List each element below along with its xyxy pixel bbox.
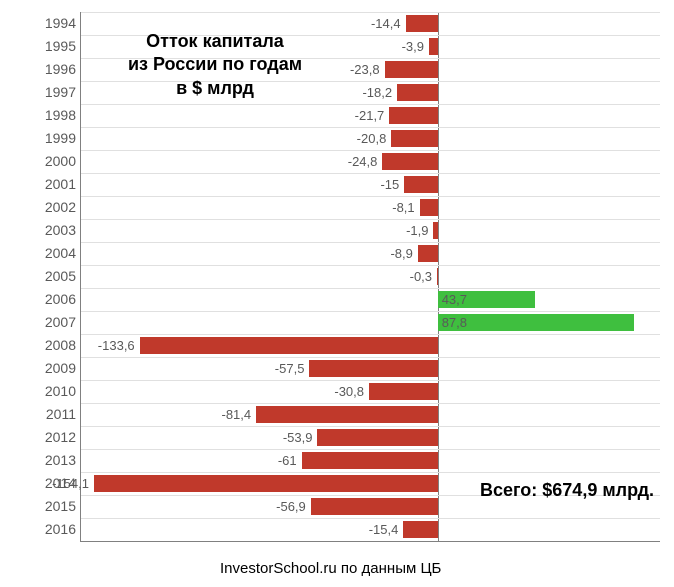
bar-negative xyxy=(404,176,437,193)
value-label: -1,9 xyxy=(406,219,428,242)
chart-row: 2013-61 xyxy=(81,449,660,472)
value-label: 43,7 xyxy=(442,288,467,311)
year-label: 2016 xyxy=(36,518,76,541)
year-label: 2003 xyxy=(36,219,76,242)
value-label: -14,4 xyxy=(371,12,401,35)
year-label: 2009 xyxy=(36,357,76,380)
year-label: 1995 xyxy=(36,35,76,58)
bar-negative xyxy=(437,268,438,285)
bar-negative xyxy=(94,475,438,492)
bar-negative xyxy=(309,360,437,377)
value-label: -154,1 xyxy=(52,472,89,495)
chart-row: 2003-1,9 xyxy=(81,219,660,242)
year-label: 1998 xyxy=(36,104,76,127)
bar-negative xyxy=(433,222,437,239)
chart-row: 2001-15 xyxy=(81,173,660,196)
value-label: -3,9 xyxy=(402,35,424,58)
chart-row: 2016-15,4 xyxy=(81,518,660,541)
chart-row: 2002-8,1 xyxy=(81,196,660,219)
value-label: -8,9 xyxy=(390,242,412,265)
year-label: 2005 xyxy=(36,265,76,288)
value-label: -20,8 xyxy=(357,127,387,150)
chart-row: 2011-81,4 xyxy=(81,403,660,426)
source-label: InvestorSchool.ru по данным ЦБ xyxy=(220,560,441,577)
value-label: -0,3 xyxy=(410,265,432,288)
year-label: 2013 xyxy=(36,449,76,472)
bar-negative xyxy=(382,153,437,170)
bar-negative xyxy=(397,84,438,101)
value-label: -23,8 xyxy=(350,58,380,81)
chart-row: 200787,8 xyxy=(81,311,660,334)
bar-negative xyxy=(385,61,438,78)
chart-row: 2012-53,9 xyxy=(81,426,660,449)
value-label: -18,2 xyxy=(362,81,392,104)
year-label: 2010 xyxy=(36,380,76,403)
bar-negative xyxy=(311,498,438,515)
year-label: 2001 xyxy=(36,173,76,196)
value-label: 87,8 xyxy=(442,311,467,334)
bar-positive xyxy=(438,314,634,331)
value-label: -53,9 xyxy=(283,426,313,449)
value-label: -24,8 xyxy=(348,150,378,173)
bar-negative xyxy=(403,521,437,538)
value-label: -61 xyxy=(278,449,297,472)
value-label: -21,7 xyxy=(355,104,385,127)
bar-negative xyxy=(391,130,437,147)
year-label: 1999 xyxy=(36,127,76,150)
value-label: -133,6 xyxy=(98,334,135,357)
title-line: в $ млрд xyxy=(100,77,330,100)
year-label: 2002 xyxy=(36,196,76,219)
value-label: -30,8 xyxy=(334,380,364,403)
bar-negative xyxy=(389,107,437,124)
year-label: 2006 xyxy=(36,288,76,311)
year-label: 2008 xyxy=(36,334,76,357)
value-label: -15,4 xyxy=(369,518,399,541)
value-label: -81,4 xyxy=(221,403,251,426)
bar-negative xyxy=(302,452,438,469)
bar-negative xyxy=(420,199,438,216)
chart-row: 2000-24,8 xyxy=(81,150,660,173)
value-label: -56,9 xyxy=(276,495,306,518)
year-label: 2007 xyxy=(36,311,76,334)
bar-negative xyxy=(406,15,438,32)
bar-negative xyxy=(140,337,438,354)
chart-row: 200643,7 xyxy=(81,288,660,311)
value-label: -57,5 xyxy=(275,357,305,380)
chart-row: 1999-20,8 xyxy=(81,127,660,150)
chart-row: 2004-8,9 xyxy=(81,242,660,265)
value-label: -15 xyxy=(380,173,399,196)
title-line: из России по годам xyxy=(100,53,330,76)
chart-row: 2005-0,3 xyxy=(81,265,660,288)
bar-negative xyxy=(256,406,438,423)
value-label: -8,1 xyxy=(392,196,414,219)
bar-negative xyxy=(369,383,438,400)
year-label: 2011 xyxy=(36,403,76,426)
chart-row: 2009-57,5 xyxy=(81,357,660,380)
title-line: Отток капитала xyxy=(100,30,330,53)
year-label: 1996 xyxy=(36,58,76,81)
bar-negative xyxy=(429,38,438,55)
bar-negative xyxy=(418,245,438,262)
year-label: 1997 xyxy=(36,81,76,104)
chart-container: 1994-14,41995-3,91996-23,81997-18,21998-… xyxy=(0,0,674,587)
year-label: 1994 xyxy=(36,12,76,35)
chart-row: 2008-133,6 xyxy=(81,334,660,357)
chart-title: Отток капиталаиз России по годамв $ млрд xyxy=(100,30,330,100)
chart-row: 2010-30,8 xyxy=(81,380,660,403)
year-label: 2015 xyxy=(36,495,76,518)
chart-row: 1998-21,7 xyxy=(81,104,660,127)
bar-negative xyxy=(317,429,437,446)
total-label: Всего: $674,9 млрд. xyxy=(480,480,654,501)
year-label: 2012 xyxy=(36,426,76,449)
year-label: 2000 xyxy=(36,150,76,173)
year-label: 2004 xyxy=(36,242,76,265)
